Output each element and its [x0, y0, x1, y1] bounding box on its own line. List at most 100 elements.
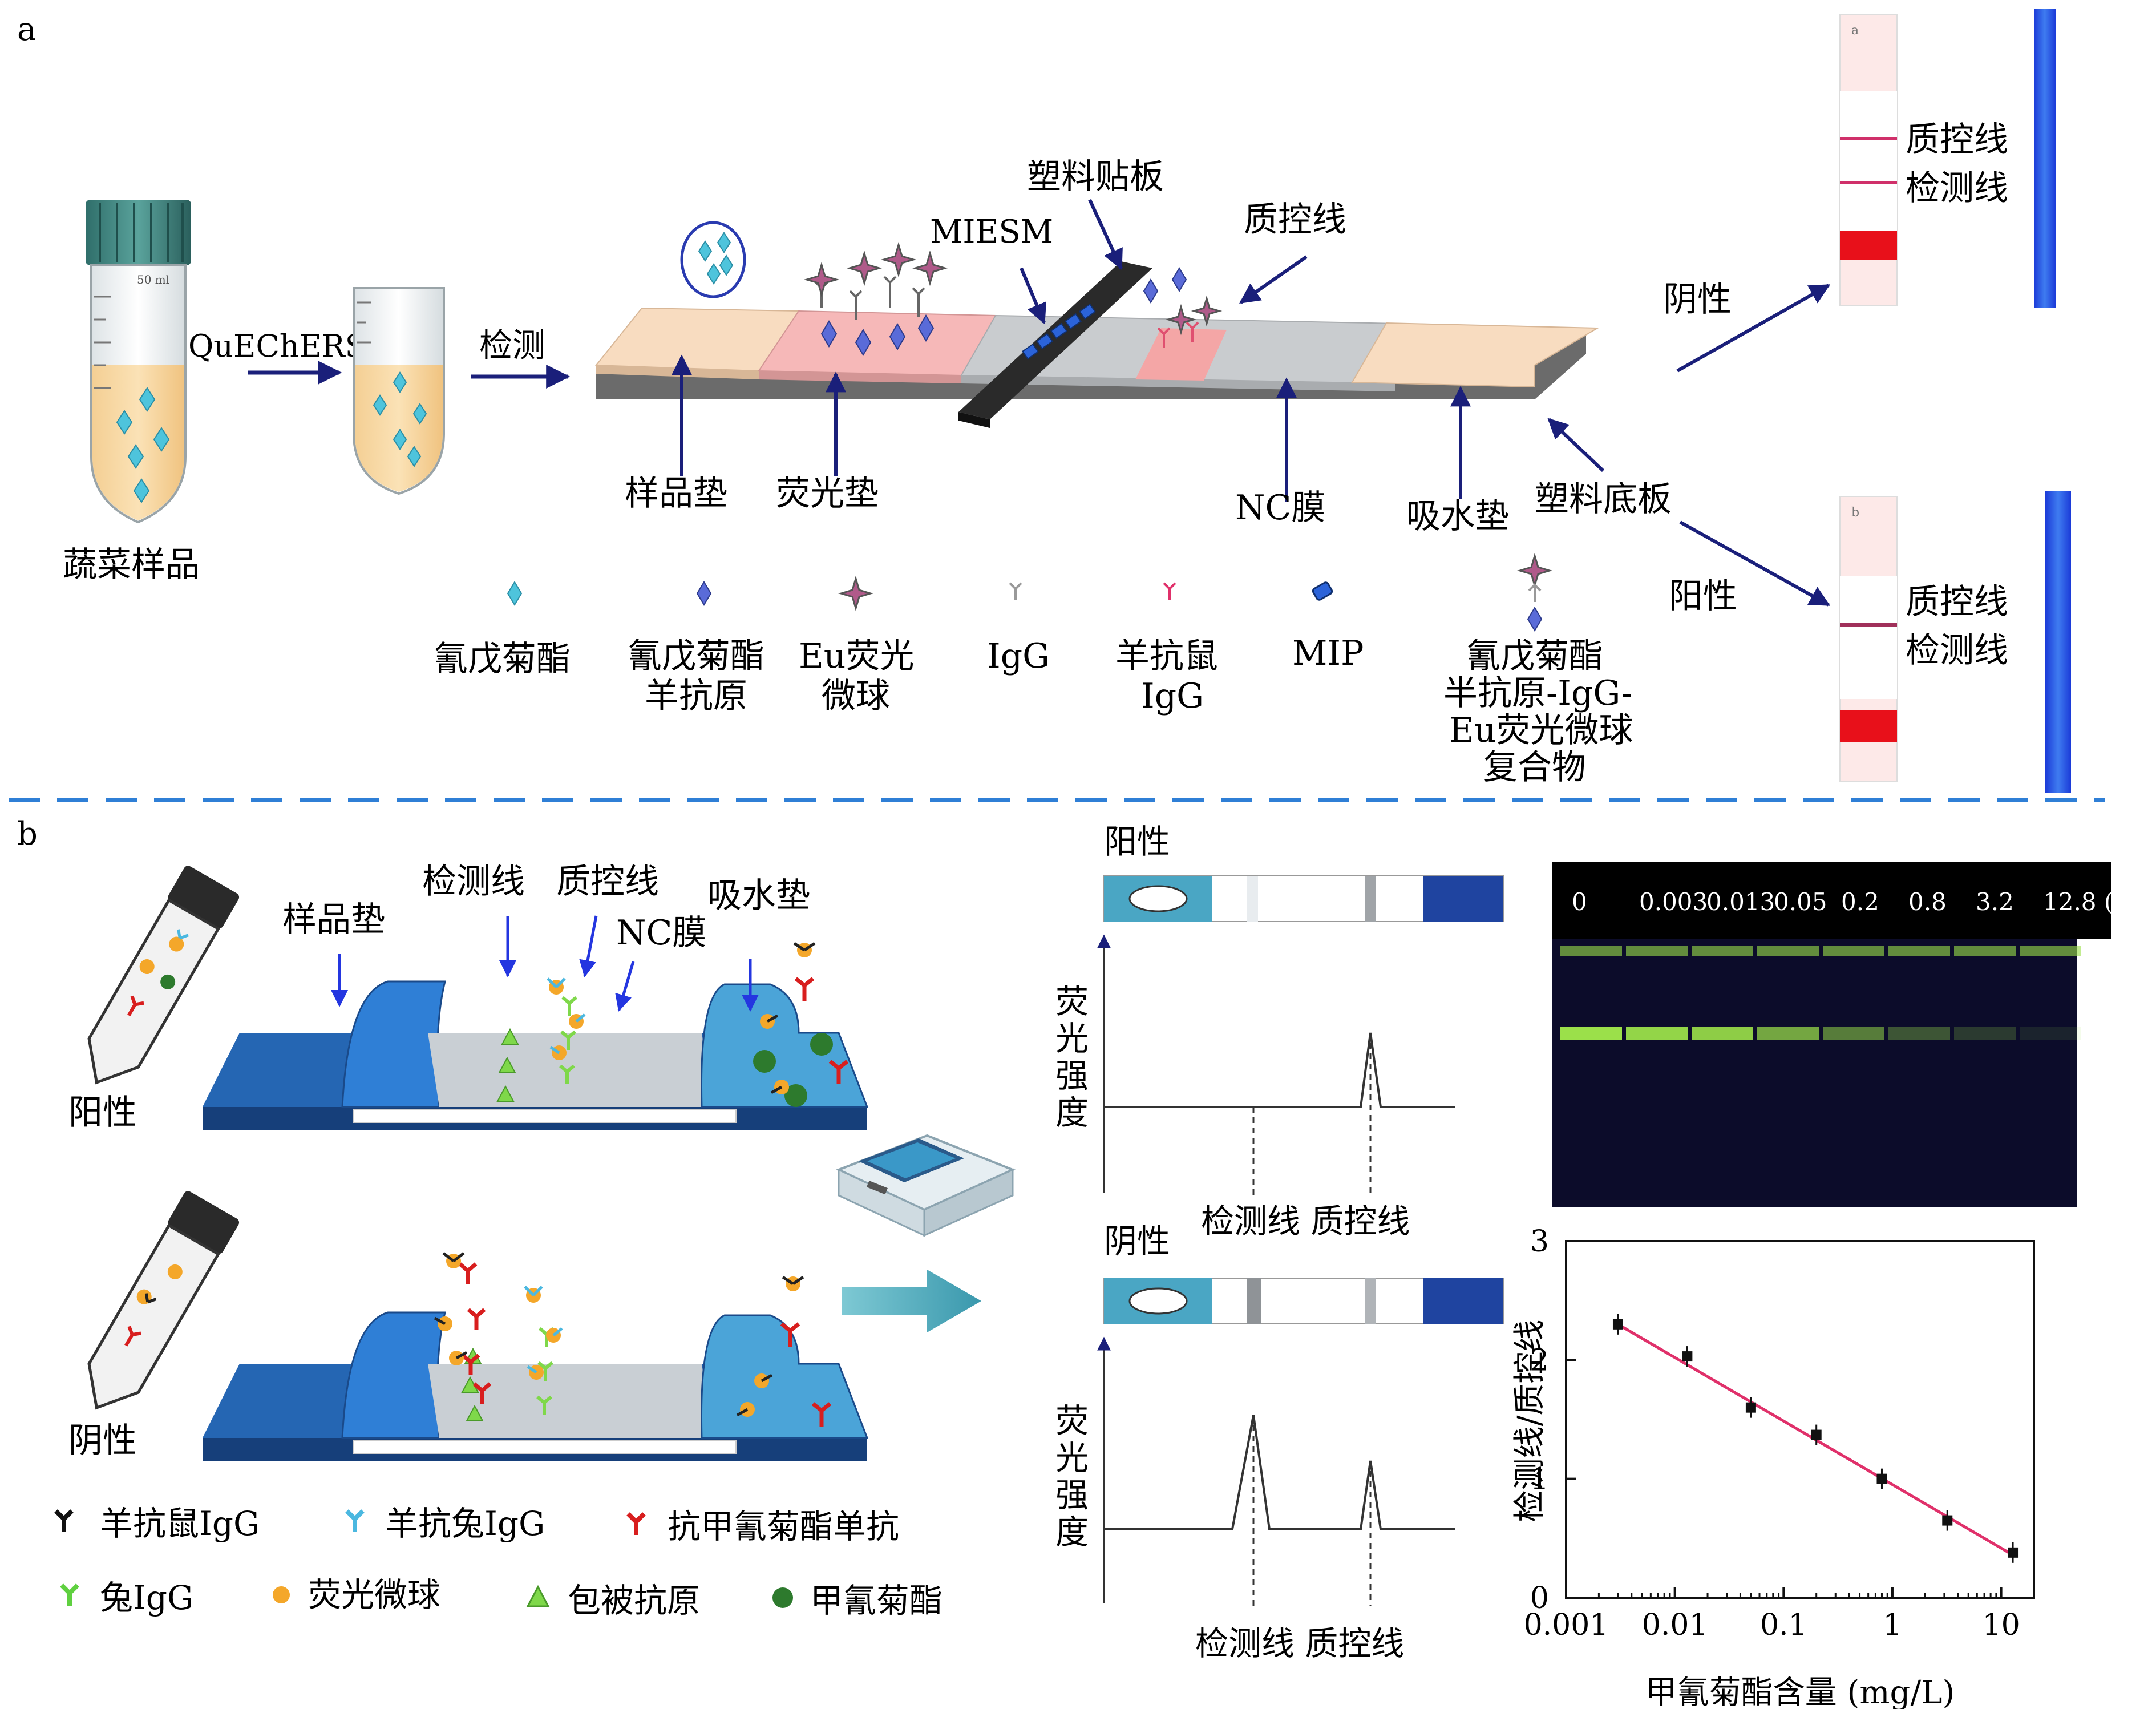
label-plastic-cover: 塑料贴板	[1027, 157, 1164, 197]
b-label-control-line: 质控线	[556, 862, 659, 902]
result-strip-a: a	[1839, 14, 1898, 306]
coated-antigen-icon	[526, 1585, 550, 1607]
chart-point	[1811, 1429, 1822, 1440]
goat-anti-mouse-icon	[54, 1509, 74, 1532]
strip-a-test-label: 检测线	[1906, 168, 2008, 208]
strip-b-positive	[203, 942, 869, 1130]
legend-b-goat-anti-mouse: 羊抗鼠IgG	[100, 1504, 260, 1543]
chart-ytick-label: 2	[1530, 1343, 1549, 1377]
chart-ytick-label: 1	[1530, 1462, 1549, 1497]
sample-tube-large: 50 ml	[86, 200, 191, 524]
gel-control-band	[1888, 946, 1950, 956]
legend-hapten-line1: 氰戊菊酯	[628, 636, 764, 676]
gel-header	[1552, 862, 2111, 939]
strip-a-control-label: 质控线	[1906, 120, 2008, 160]
chart-xtick-label: 1	[1883, 1608, 1902, 1642]
legend-cyan-diamond-icon	[507, 581, 523, 606]
control-zone-complexes	[1143, 267, 1223, 348]
legend-hapten-line2: 羊抗原	[645, 676, 747, 716]
chart-point	[1612, 1319, 1623, 1330]
chart-xtick-label: 0.01	[1642, 1608, 1708, 1642]
result-strip-b: b	[1839, 496, 1898, 782]
goat-anti-rabbit-icon	[345, 1509, 365, 1532]
strip-a-tag: a	[1851, 23, 1859, 38]
b-label-sample-pad: 样品垫	[282, 900, 385, 940]
label-fluor-pad: 荧光垫	[776, 474, 879, 514]
b-label-test-line: 检测线	[422, 862, 525, 902]
b-label-nc-membrane: NC膜	[616, 913, 706, 953]
signal-negative-ylabel-4: 度	[1055, 1513, 1089, 1552]
rabbit-igg-icon	[60, 1583, 79, 1606]
chart-point	[1942, 1515, 1953, 1526]
positive-tube	[87, 866, 240, 1085]
chart-ytick-label: 3	[1530, 1225, 1549, 1259]
signal-positive-ylabel-4: 度	[1055, 1093, 1089, 1132]
signal-positive-title: 阳性	[1104, 822, 1170, 861]
chart-point	[1682, 1351, 1693, 1362]
chart-xlabel: 甲氰菊酯含量 (mg/L)	[1645, 1674, 1955, 1709]
strip-b-negative	[203, 1252, 869, 1461]
signal-positive-trace	[1104, 1032, 1455, 1108]
chart-point	[2008, 1547, 2019, 1558]
chart-ylabel: 检测线/质控线	[1511, 1320, 1548, 1522]
gel-control-band	[1560, 946, 1622, 956]
legend-igg: IgG	[987, 636, 1050, 676]
gel-control-band	[2020, 946, 2081, 956]
gel-concentration-label: 12.8 (mg/L)	[2043, 888, 2156, 916]
fenpropathrin-icon	[772, 1587, 793, 1608]
gel-control-band	[1954, 946, 2016, 956]
legend-complex-line2: 半抗原-IgG-	[1443, 673, 1633, 713]
tube-cap	[86, 200, 191, 265]
label-sample-pad-a: 样品垫	[625, 474, 727, 514]
legend-goat-anti-mouse-line1: 羊抗鼠	[1115, 636, 1218, 676]
legend-hapten-icon	[696, 581, 712, 606]
gel-concentration-label: 0	[1572, 888, 1587, 916]
gel-control-band	[1823, 946, 1884, 956]
results-area: 阴性 阳性 a 质控线 检测线 b	[1663, 9, 2071, 793]
chart-point	[1745, 1402, 1756, 1413]
chart-xtick-label: 10	[1983, 1608, 2020, 1642]
signal-negative-test-band	[1247, 1278, 1261, 1324]
signal-positive-ylabel-3: 强	[1055, 1056, 1089, 1095]
gel-test-band	[1560, 1027, 1622, 1040]
legend-b-fenpropathrin: 甲氰菊酯	[810, 1581, 943, 1620]
label-absorbent-pad-a: 吸水垫	[1406, 496, 1509, 536]
signal-negative-control-band	[1365, 1278, 1376, 1324]
panel-b-label: b	[17, 815, 38, 853]
gel-concentration-label: 0.003	[1639, 888, 1708, 916]
signal-positive-ylabel-2: 光	[1055, 1019, 1089, 1058]
step-quechers-label: QuEChERS	[188, 328, 366, 364]
negative-tube	[87, 1191, 240, 1410]
strip-b-control-line	[1840, 623, 1897, 627]
panel-a: a 50 ml 蔬菜样品 QuEChER	[17, 9, 2071, 793]
legend-eu-bead-icon	[838, 575, 874, 612]
gel-concentration-label: 0.2	[1841, 888, 1879, 916]
signal-plot-negative: 阴性 荧 光 强 度 检测线 质控线	[1055, 1222, 1504, 1663]
strip-b-fluorescence	[2045, 491, 2071, 793]
anti-fen-mab-icon	[626, 1512, 646, 1535]
signal-negative-trace	[1104, 1415, 1455, 1530]
b-label-absorbent-pad: 吸水垫	[707, 876, 810, 916]
chart-ytick-label: 0	[1530, 1581, 1549, 1615]
legend-eu-bead-line1: Eu荧光	[799, 636, 914, 676]
step-detect-label: 检测	[479, 326, 545, 365]
chart-xtick-label: 0.001	[1524, 1608, 1609, 1642]
gel-concentration-label: 0.8	[1908, 888, 1947, 916]
result-positive-label: 阳性	[1669, 576, 1737, 616]
tube-volume-marking: 50 ml	[137, 273, 169, 286]
signal-positive-ylabel-1: 荧	[1055, 982, 1089, 1021]
strip-b-tag: b	[1851, 506, 1859, 520]
gel-concentration-label: 3.2	[1976, 888, 2014, 916]
signal-negative-ylabel-2: 光	[1055, 1439, 1089, 1477]
chart-point	[1876, 1473, 1887, 1484]
legend-mip-icon	[1312, 581, 1333, 601]
analyte-circle	[680, 221, 746, 298]
label-control-line-strip: 质控线	[1244, 200, 1346, 240]
strip-absorbent-pad	[1351, 322, 1600, 388]
gel-control-band	[1692, 946, 1753, 956]
label-nc-membrane-a: NC膜	[1235, 488, 1325, 528]
signal-negative-title: 阴性	[1104, 1222, 1170, 1260]
legend-complex-line4: 复合物	[1483, 748, 1586, 787]
